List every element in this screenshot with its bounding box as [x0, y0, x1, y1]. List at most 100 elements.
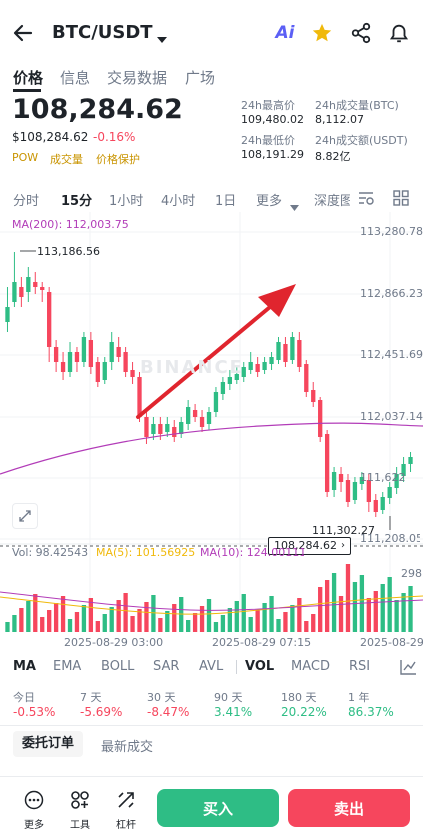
- volume-bar: [158, 618, 163, 632]
- timeframe-15m[interactable]: 15分: [61, 194, 93, 209]
- candle-body: [276, 342, 281, 360]
- volume-bar: [387, 577, 392, 632]
- chart-settings-icon[interactable]: [357, 189, 375, 211]
- tab-trading-data[interactable]: 交易数据: [107, 69, 168, 87]
- share-icon[interactable]: [348, 20, 374, 46]
- back-arrow-icon[interactable]: [10, 20, 36, 46]
- volume-bar: [172, 604, 177, 632]
- volume-bar: [95, 621, 100, 632]
- indicator-boll[interactable]: BOLL: [101, 659, 135, 674]
- timeframe-line[interactable]: 分时: [13, 194, 40, 209]
- tag-price-protection[interactable]: 价格保护: [96, 153, 140, 166]
- candle-body: [206, 412, 212, 424]
- volume-bar: [137, 609, 142, 632]
- indicator-rsi[interactable]: RSI: [349, 659, 371, 674]
- tab-price[interactable]: 价格: [13, 69, 44, 87]
- indicator-settings-icon[interactable]: [400, 659, 417, 679]
- tab-info[interactable]: 信息: [60, 69, 91, 87]
- tab-square[interactable]: 广场: [185, 69, 216, 87]
- grid-layout-icon[interactable]: [392, 189, 410, 211]
- candle-body: [311, 390, 316, 402]
- indicator-macd[interactable]: MACD: [291, 659, 330, 674]
- volume-btc-label: 24h成交量(BTC): [315, 99, 399, 112]
- tag-pow[interactable]: POW: [12, 151, 39, 164]
- vol-tick: 298: [401, 567, 422, 580]
- candle-body: [81, 337, 87, 362]
- candle-body: [248, 362, 253, 370]
- volume-bar: [88, 598, 94, 632]
- candle-body: [401, 464, 406, 476]
- usd-price: $108,284.62: [12, 130, 89, 144]
- volume-bar: [165, 611, 170, 632]
- nav-more-label: 更多: [24, 820, 44, 831]
- nav-leverage-label: 杠杆: [116, 820, 136, 831]
- volume-ma5-line: [0, 595, 423, 615]
- volume-bar: [67, 619, 73, 632]
- chevron-right-icon: ›: [340, 540, 345, 551]
- nav-tools[interactable]: 工具: [60, 790, 100, 831]
- volume-bar: [283, 612, 288, 632]
- perf-label: 30 天: [147, 691, 176, 704]
- volume-bar: [19, 608, 24, 632]
- chevron-down-icon[interactable]: [156, 29, 168, 48]
- candle-body: [26, 277, 31, 292]
- ma10-legend: MA(10): 124.00111: [200, 546, 304, 559]
- timeframe-depth[interactable]: 深度图: [314, 194, 350, 209]
- timeframe-1d[interactable]: 1日: [215, 194, 237, 209]
- buy-button[interactable]: 买入: [157, 789, 279, 827]
- volume-bar: [12, 615, 17, 632]
- sell-button[interactable]: 卖出: [288, 789, 410, 827]
- current-price-tag[interactable]: 108,284.62 ›: [268, 537, 351, 555]
- volume-bar: [255, 610, 260, 632]
- nav-more[interactable]: 更多: [14, 790, 54, 831]
- indicator-sar[interactable]: SAR: [153, 659, 180, 674]
- nav-leverage[interactable]: 杠杆: [106, 790, 146, 831]
- caret-down-icon[interactable]: [290, 196, 299, 215]
- fullscreen-button[interactable]: [12, 503, 38, 529]
- high-value: 109,480.02: [241, 113, 304, 126]
- volume-bar: [192, 613, 198, 632]
- candle-body: [172, 427, 177, 437]
- candlestick-chart[interactable]: [0, 212, 423, 652]
- volume-bar: [366, 598, 371, 632]
- candle-body: [262, 362, 267, 370]
- timeframe-4h[interactable]: 4小时: [161, 194, 196, 209]
- perf-label: 180 天: [281, 691, 317, 704]
- tag-volume[interactable]: 成交量: [50, 153, 83, 166]
- candle-body: [88, 340, 94, 367]
- ai-button[interactable]: Ai: [272, 20, 298, 46]
- price-tick: 111,622.60: [360, 471, 406, 484]
- volume-bar: [213, 622, 219, 632]
- indicator-ema[interactable]: EMA: [53, 659, 82, 674]
- pair-title[interactable]: BTC/USDT: [52, 22, 153, 43]
- bell-icon[interactable]: [386, 20, 412, 46]
- price-tick: 112,451.69: [360, 348, 423, 361]
- candle-body: [40, 287, 45, 290]
- candle-body: [324, 434, 330, 492]
- perf-value: -8.47%: [147, 705, 190, 719]
- volume-bar: [74, 612, 80, 632]
- candle-body: [269, 357, 274, 364]
- volume-bar: [380, 584, 385, 632]
- tab-open-orders[interactable]: 委托订单: [13, 731, 84, 757]
- volume-bar: [144, 602, 149, 632]
- candle-body: [366, 480, 371, 502]
- indicator-ma[interactable]: MA: [13, 659, 36, 674]
- volume-bar: [352, 582, 358, 632]
- volume-bar: [109, 607, 114, 632]
- favorite-star-icon[interactable]: [309, 20, 335, 46]
- volume-bar: [401, 593, 406, 632]
- candle-body: [227, 377, 233, 384]
- indicator-avl[interactable]: AVL: [199, 659, 224, 674]
- volume-bar: [130, 616, 135, 632]
- high-label: 24h最高价: [241, 99, 295, 112]
- timeframe-1h[interactable]: 1小时: [109, 194, 144, 209]
- timeframe-more[interactable]: 更多: [256, 194, 283, 209]
- divider: [0, 725, 423, 726]
- candle-body: [352, 482, 358, 500]
- indicator-vol[interactable]: VOL: [245, 659, 275, 674]
- tab-latest-trades[interactable]: 最新成交: [101, 740, 154, 755]
- volume-bar: [311, 614, 316, 632]
- time-label: 2025-08-29 07:15: [212, 636, 312, 649]
- candle-body: [241, 367, 246, 377]
